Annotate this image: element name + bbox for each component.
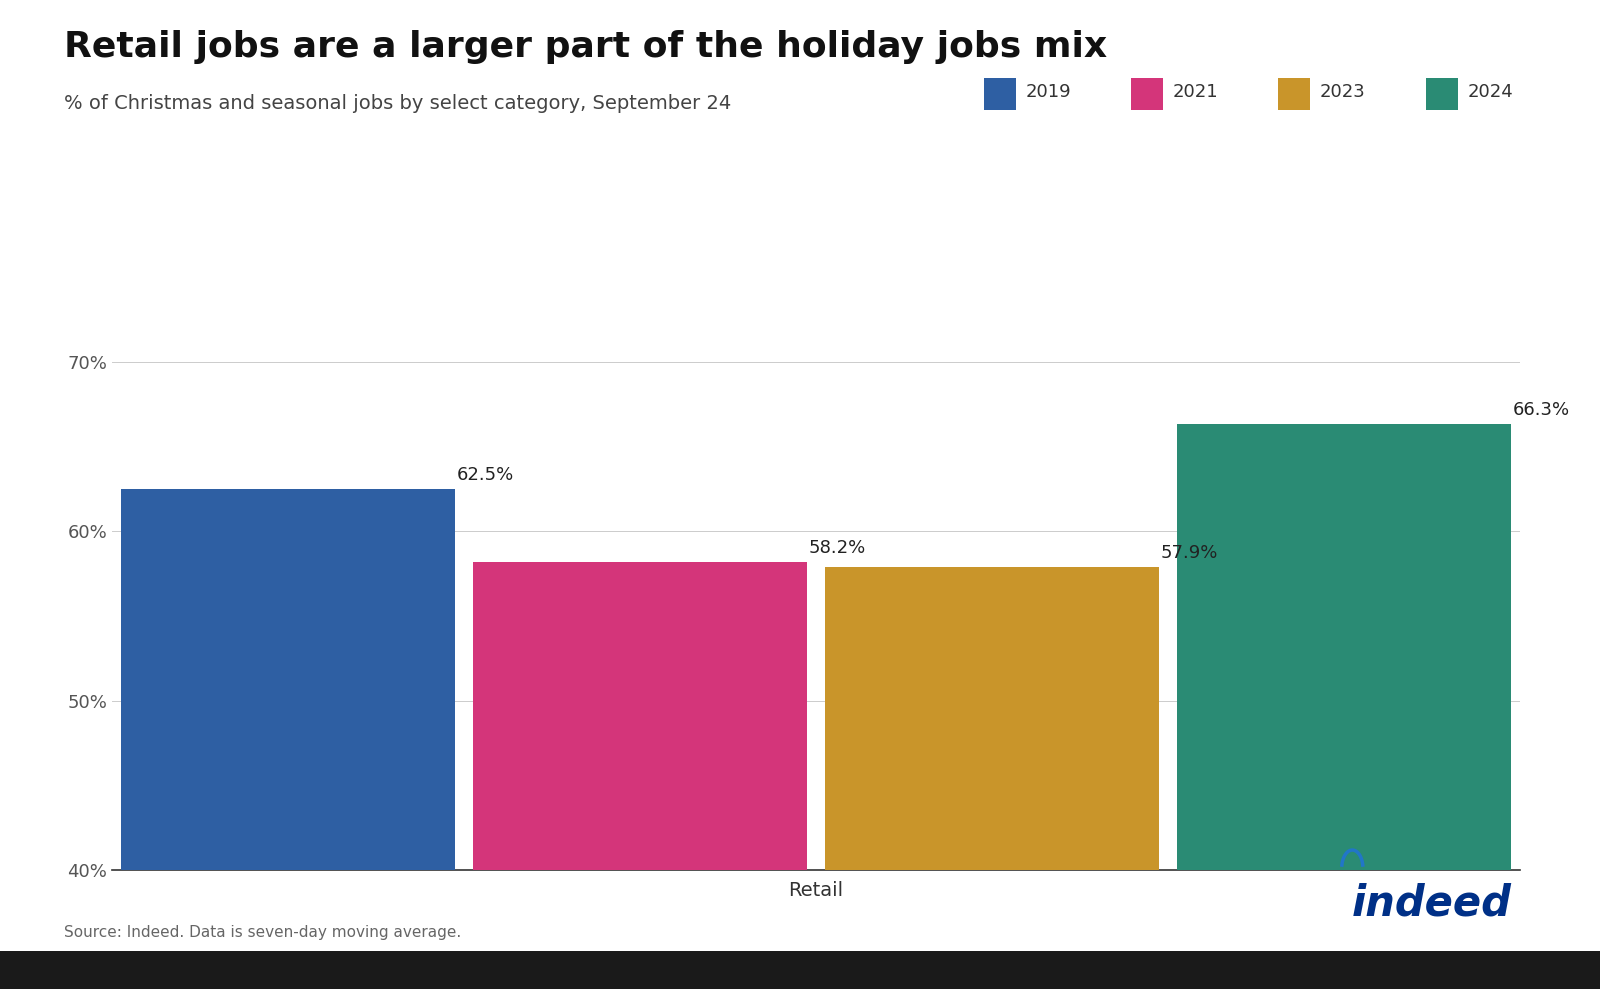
Text: % of Christmas and seasonal jobs by select category, September 24: % of Christmas and seasonal jobs by sele… bbox=[64, 94, 731, 113]
Text: 2024: 2024 bbox=[1467, 83, 1514, 102]
Text: 58.2%: 58.2% bbox=[810, 539, 866, 557]
Text: 2021: 2021 bbox=[1173, 83, 1219, 102]
Text: 2019: 2019 bbox=[1026, 83, 1072, 102]
Bar bbox=[474, 562, 808, 870]
Bar bbox=[122, 489, 454, 870]
Text: 62.5%: 62.5% bbox=[458, 466, 514, 484]
Text: Retail jobs are a larger part of the holiday jobs mix: Retail jobs are a larger part of the hol… bbox=[64, 30, 1107, 63]
Text: Source: Indeed. Data is seven-day moving average.: Source: Indeed. Data is seven-day moving… bbox=[64, 925, 461, 940]
Bar bbox=[826, 567, 1158, 870]
Text: indeed: indeed bbox=[1352, 883, 1512, 925]
Text: 2023: 2023 bbox=[1320, 83, 1366, 102]
Bar bbox=[1176, 424, 1510, 870]
Text: 66.3%: 66.3% bbox=[1514, 402, 1570, 419]
Text: 57.9%: 57.9% bbox=[1162, 544, 1218, 562]
